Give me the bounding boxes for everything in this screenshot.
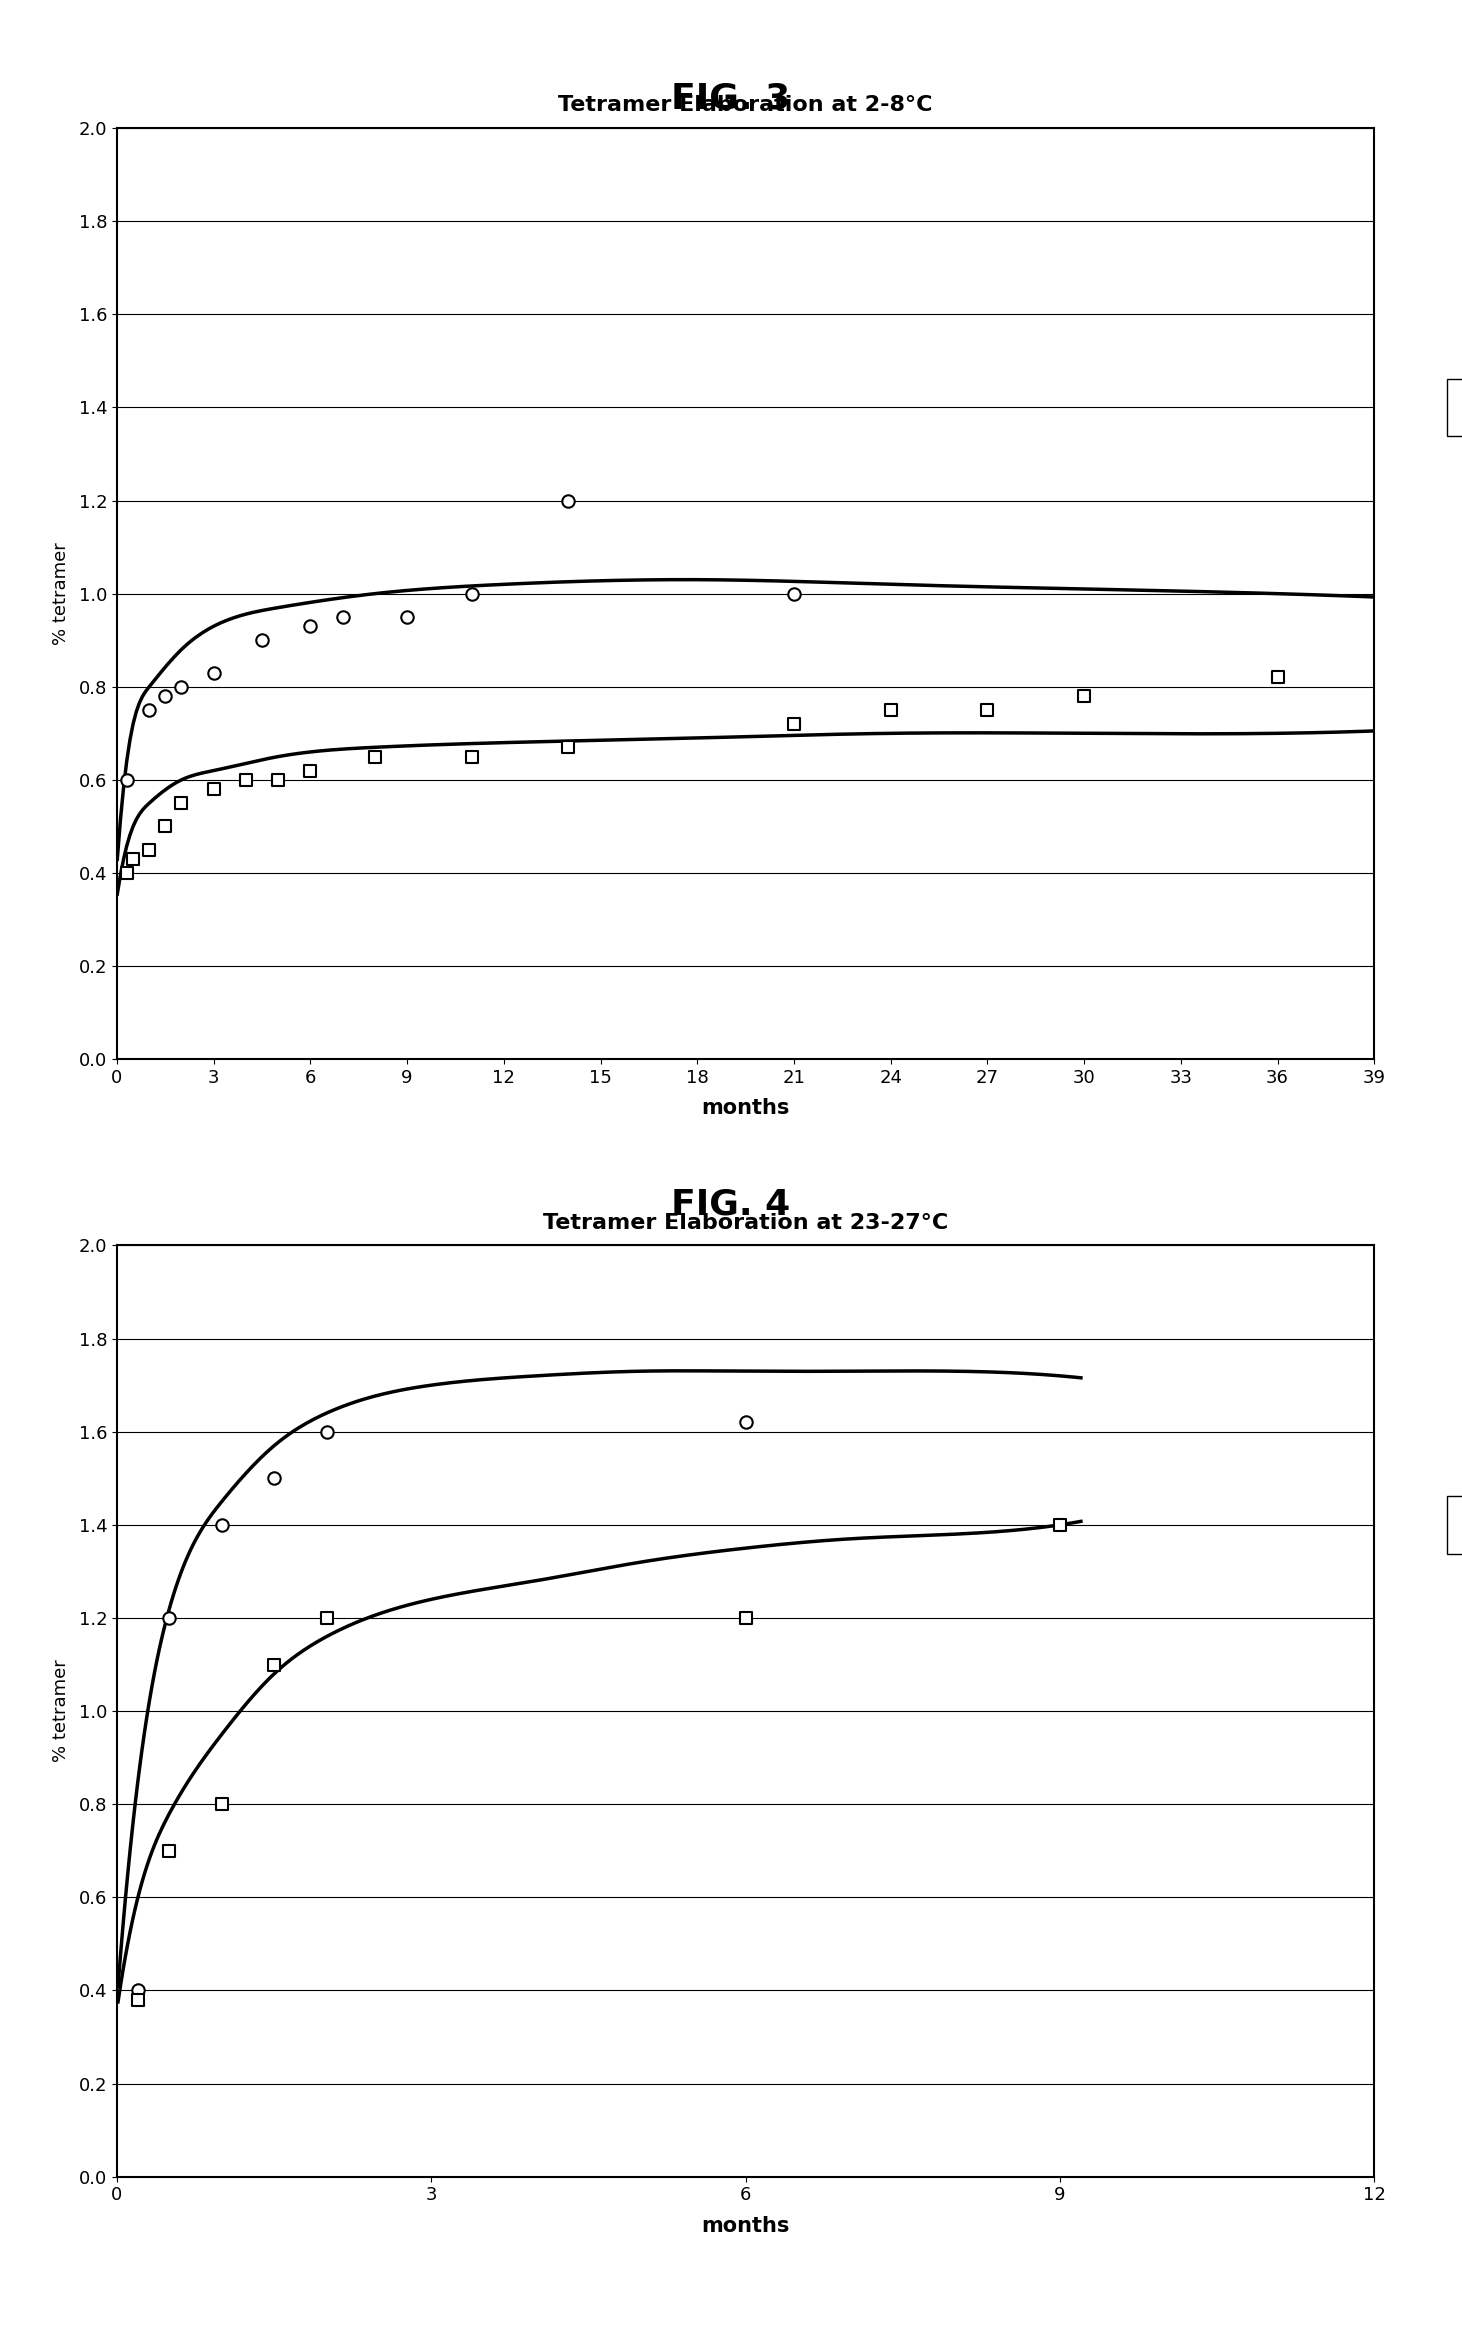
Point [557,729,580,766]
Point [782,575,806,612]
Point [1073,677,1096,715]
Point [170,785,193,822]
Point [211,1506,234,1543]
Y-axis label: % tetramer: % tetramer [53,542,70,645]
Point [263,1460,287,1497]
Point [137,691,161,729]
Title: Tetramer Elaboration at 2-8°C: Tetramer Elaboration at 2-8°C [558,95,933,116]
Point [879,691,902,729]
Point [314,1599,338,1637]
Point [314,1413,338,1450]
Point [158,1832,181,1869]
Point [1266,659,1289,696]
Point [115,854,139,892]
Point [154,677,177,715]
Point [975,691,999,729]
Point [170,668,193,705]
Point [250,622,273,659]
Point [734,1599,757,1637]
Point [461,738,484,775]
Point [202,771,225,808]
Point [211,1786,234,1823]
Point [126,1981,149,2018]
Point [298,752,322,789]
Point [121,840,145,878]
X-axis label: months: months [702,1099,789,1117]
Point [734,1404,757,1441]
Point [202,654,225,691]
Point [263,1646,287,1683]
Legend: O  Newly Processed, □  Reprocess "aged": O Newly Processed, □ Reprocess "aged" [1447,379,1462,435]
Title: Tetramer Elaboration at 23-27°C: Tetramer Elaboration at 23-27°C [542,1213,949,1234]
Point [1048,1506,1072,1543]
Point [298,608,322,645]
Point [126,1972,149,2009]
Point [461,575,484,612]
Point [137,831,161,868]
Point [154,808,177,845]
Legend: O  Newly Processed, □  Reprocess "aged": O Newly Processed, □ Reprocess "aged" [1447,1497,1462,1553]
X-axis label: months: months [702,2216,789,2235]
Text: FIG. 4: FIG. 4 [671,1187,791,1222]
Text: FIG. 3: FIG. 3 [671,81,791,116]
Point [115,761,139,799]
Point [363,738,386,775]
Point [782,705,806,743]
Point [395,598,418,636]
Point [557,482,580,519]
Point [266,761,289,799]
Y-axis label: % tetramer: % tetramer [53,1660,70,1762]
Point [330,598,354,636]
Point [234,761,257,799]
Point [158,1599,181,1637]
